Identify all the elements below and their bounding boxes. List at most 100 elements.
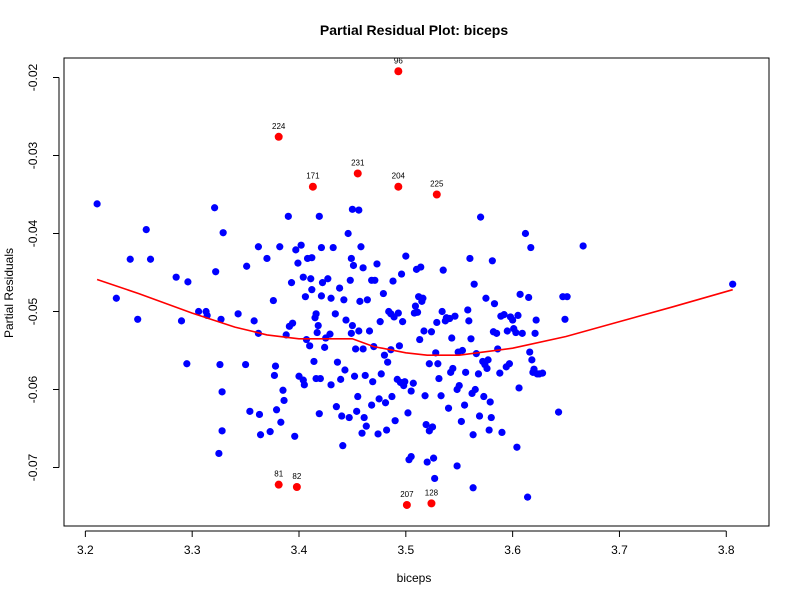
- outlier-points: 96 224 231 171 204 225 81 82 207 128: [272, 56, 444, 509]
- data-point: [312, 310, 320, 318]
- data-point: [211, 204, 219, 212]
- x-tick-label: 3.4: [291, 543, 308, 557]
- data-point: [476, 213, 485, 221]
- data-point: [413, 308, 422, 316]
- data-point: [464, 306, 472, 314]
- data-point: [500, 311, 508, 319]
- outlier-point: [353, 169, 362, 178]
- x-tick-label: 3.8: [718, 543, 735, 557]
- chart-title: Partial Residual Plot: biceps: [320, 22, 508, 38]
- x-axis: 3.2 3.3 3.4 3.5 3.6 3.7 3.8: [77, 530, 735, 557]
- plot-frame: [63, 57, 770, 527]
- data-point: [318, 279, 327, 287]
- data-point: [532, 316, 540, 324]
- data-point: [493, 329, 501, 337]
- data-point: [466, 254, 474, 263]
- data-point: [337, 375, 345, 383]
- data-point: [348, 205, 357, 213]
- data-point: [216, 360, 224, 369]
- data-point: [526, 348, 534, 356]
- data-point: [314, 321, 322, 330]
- data-point: [425, 360, 433, 368]
- data-point: [448, 334, 456, 342]
- y-tick-label: -0.06: [26, 376, 40, 404]
- data-point: [194, 307, 203, 316]
- y-axis-label: Partial Residuals: [2, 248, 16, 338]
- data-point: [317, 292, 326, 300]
- x-axis-label: biceps: [397, 571, 432, 585]
- data-point: [496, 369, 504, 377]
- data-point: [359, 345, 367, 353]
- data-point: [269, 296, 277, 305]
- data-point: [373, 260, 381, 268]
- data-point: [516, 290, 524, 298]
- outlier-point: [274, 480, 283, 489]
- data-point: [475, 412, 484, 420]
- data-point: [531, 329, 539, 337]
- data-point: [453, 462, 461, 470]
- data-point: [172, 273, 180, 281]
- data-point: [457, 417, 465, 426]
- data-point: [471, 385, 479, 394]
- data-point: [375, 395, 383, 403]
- data-point: [363, 296, 371, 304]
- data-point: [469, 431, 477, 439]
- data-point: [480, 392, 488, 401]
- data-point: [308, 254, 316, 262]
- data-point: [422, 421, 430, 429]
- data-point: [503, 327, 511, 335]
- data-point: [315, 410, 323, 418]
- data-point: [376, 318, 384, 326]
- data-point: [349, 261, 358, 270]
- outlier-label: 207: [400, 490, 414, 499]
- data-point: [212, 268, 220, 276]
- data-points: [93, 200, 737, 501]
- outlier-point: [427, 499, 436, 508]
- data-point: [514, 311, 522, 319]
- data-point: [488, 257, 496, 265]
- data-point: [291, 432, 299, 440]
- data-point: [342, 316, 350, 324]
- data-point: [462, 368, 470, 376]
- data-point: [407, 387, 415, 395]
- data-point: [429, 454, 438, 462]
- data-point: [395, 342, 404, 350]
- data-point: [280, 396, 288, 405]
- data-point: [327, 381, 335, 389]
- data-point: [438, 307, 446, 316]
- data-point: [483, 364, 491, 373]
- y-axis: -0.07 -0.06 -0.05 -0.04 -0.03 -0.02: [26, 64, 60, 481]
- data-point: [389, 277, 397, 285]
- data-point: [324, 275, 332, 283]
- data-point: [485, 426, 493, 434]
- outlier-label: 224: [272, 122, 286, 131]
- outlier-label: 171: [306, 172, 320, 181]
- data-point: [538, 369, 547, 377]
- data-point: [353, 407, 361, 415]
- outlier-label: 81: [274, 470, 283, 479]
- data-point: [354, 392, 362, 401]
- data-point: [271, 362, 280, 370]
- data-point: [310, 357, 318, 366]
- data-point: [321, 343, 329, 351]
- data-point: [340, 296, 348, 304]
- x-tick-label: 3.7: [611, 543, 628, 557]
- data-point: [219, 229, 227, 237]
- data-point: [382, 426, 391, 434]
- data-point: [348, 321, 357, 330]
- data-point: [292, 246, 300, 254]
- data-point: [482, 294, 490, 302]
- data-point: [433, 318, 441, 327]
- data-point: [494, 345, 502, 353]
- data-point: [217, 315, 225, 323]
- data-point: [421, 392, 429, 400]
- data-point: [505, 360, 514, 368]
- data-point: [365, 327, 374, 335]
- data-point: [528, 356, 536, 364]
- data-point: [333, 358, 342, 366]
- outlier-point: [432, 190, 441, 199]
- x-tick-label: 3.5: [397, 543, 414, 557]
- data-point: [358, 429, 366, 437]
- data-point: [518, 329, 526, 337]
